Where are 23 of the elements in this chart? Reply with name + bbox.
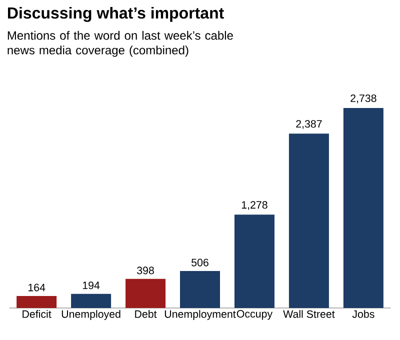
data-label: 398	[137, 266, 154, 274]
x-tick-label: Unemployed	[62, 310, 120, 320]
bar	[288, 134, 329, 308]
bar	[343, 108, 384, 308]
bar	[180, 271, 220, 308]
x-tick-label: Deficit	[22, 310, 52, 318]
bar	[16, 296, 57, 308]
data-label: 2,387	[296, 120, 322, 129]
x-tick-label: Occupy	[236, 310, 273, 320]
x-tick-label: Jobs	[352, 310, 374, 318]
x-tick-label: Unemployment	[164, 310, 236, 320]
bar	[71, 294, 112, 308]
bar	[234, 214, 274, 308]
data-label: 164	[28, 284, 46, 292]
data-label: 2,738	[350, 94, 376, 104]
bar	[126, 278, 166, 308]
x-tick-label: Debt	[135, 310, 157, 318]
x-tick-label: Wall Street	[283, 310, 335, 318]
data-label: 1,278	[242, 201, 268, 210]
data-label: 194	[82, 282, 100, 290]
chart-title: Discussing what’s important	[8, 6, 224, 22]
data-label: 506	[192, 258, 208, 266]
chart-subtitle: Mentions of the word on last week’s cable news media coverage (combined)	[8, 30, 233, 57]
